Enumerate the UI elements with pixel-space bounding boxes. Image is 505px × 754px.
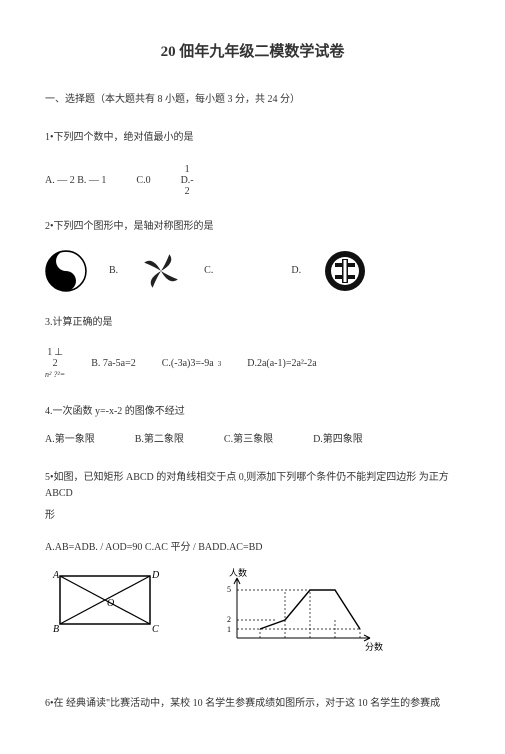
rect-label-B: B: [53, 624, 59, 635]
question-3: 3.计算正确的是 1 ⊥ 2 n² ?²= B. 7a-5a=2: [45, 315, 460, 382]
q3-a-perp: ⊥: [54, 347, 63, 358]
q3-a-top: 1: [47, 347, 52, 358]
chart-y2: 2: [227, 615, 231, 624]
q3-opt-d: D.2a(a-1)=2a²-2a: [247, 356, 316, 372]
chart-y5: 5: [227, 585, 231, 594]
q5-stem1: 5•如图，已知矩形 ABCD 的对角线相交于点 0,则添加下列哪个条件仍不能判定…: [45, 470, 460, 502]
q5-stem2: 形: [45, 508, 460, 524]
q1-d-bot: 2: [185, 186, 190, 197]
q1-opt-d: 1 D.- 2: [181, 164, 194, 197]
q1-d-top: 1: [185, 164, 190, 175]
chart-y1: 1: [227, 625, 231, 634]
q3-opt-a: 1 ⊥ 2 n² ?²=: [45, 347, 65, 382]
question-5: 5•如图，已知矩形 ABCD 的对角线相交于点 0,则添加下列哪个条件仍不能判定…: [45, 470, 460, 656]
q3-stem: 3.计算正确的是: [45, 315, 460, 331]
pinwheel-icon: [140, 250, 182, 292]
q4-opt-a: A.第一象限: [45, 432, 95, 448]
question-1: 1•下列四个数中，绝对值最小的是 A. — 2 B. — 1 C.0 1 D.-…: [45, 130, 460, 197]
frequency-chart: 人数 5 2 1 分数: [215, 566, 385, 656]
question-4: 4.一次函数 y=-x-2 的图像不经过 A.第一象限 B.第二象限 C.第三象…: [45, 404, 460, 448]
rect-label-A: A: [52, 570, 60, 581]
q1-d-label: D.-: [181, 175, 194, 186]
q3-opt-b: B. 7a-5a=2: [91, 356, 136, 372]
q5-opts: A.AB=ADB. / AOD=90 C.AC 平分 / BADD.AC=BD: [45, 540, 460, 556]
rect-label-O: O: [107, 598, 114, 609]
q1-opt-ab: A. — 2 B. — 1: [45, 173, 106, 189]
q4-stem: 4.一次函数 y=-x-2 的图像不经过: [45, 404, 460, 420]
q2-opt-d: D.: [291, 263, 301, 279]
q4-opt-d: D.第四象限: [313, 432, 363, 448]
q1-opt-c: C.0: [136, 173, 150, 189]
chart-xlabel: 分数: [365, 641, 383, 652]
q3-opt-c: C.(-3a)3=-9a3: [162, 356, 222, 372]
q2-opt-c: C.: [204, 263, 213, 279]
rect-label-D: D: [151, 570, 160, 581]
question-2: 2•下列四个图形中，是轴对称图形的是 B. C.: [45, 219, 460, 293]
q4-opt-b: B.第二象限: [135, 432, 184, 448]
q2-opt-b: B.: [109, 263, 118, 279]
emblem-icon: [323, 249, 367, 293]
q3-a-sub: n² ?²=: [45, 369, 65, 382]
question-6: 6•在 经典诵读"比赛活动中，某校 10 名学生参赛成绩如图所示，对于这 10 …: [45, 696, 460, 712]
rectangle-diagram: A D B C O: [45, 566, 165, 641]
q1-stem: 1•下列四个数中，绝对值最小的是: [45, 130, 460, 146]
q4-opt-c: C.第三象限: [224, 432, 273, 448]
q3-a-bot: 2: [53, 358, 58, 369]
rect-label-C: C: [152, 624, 159, 635]
chart-ylabel: 人数: [229, 567, 247, 578]
page-title: 20 佃年九年级二模数学试卷: [45, 40, 460, 64]
yinyang-icon: [45, 250, 87, 292]
section-header: 一、选择题（本大题共有 8 小题，每小题 3 分，共 24 分）: [45, 92, 460, 108]
q6-stem: 6•在 经典诵读"比赛活动中，某校 10 名学生参赛成绩如图所示，对于这 10 …: [45, 696, 460, 712]
q2-stem: 2•下列四个图形中，是轴对称图形的是: [45, 219, 460, 235]
